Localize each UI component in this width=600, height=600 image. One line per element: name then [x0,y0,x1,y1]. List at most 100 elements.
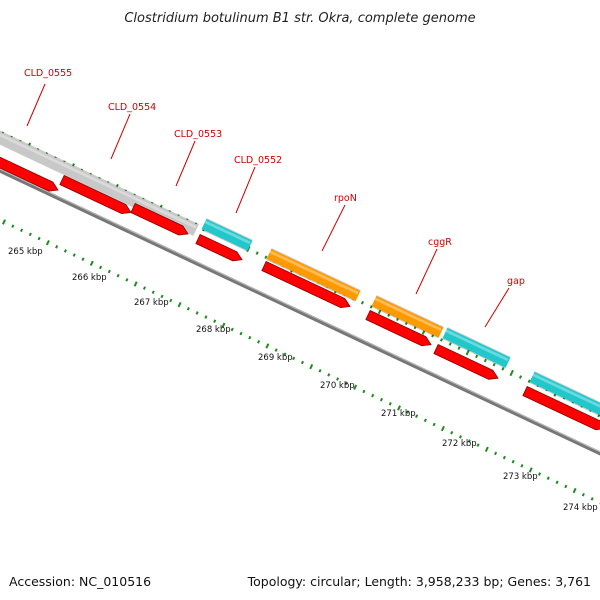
feature-cyan-gloss [203,220,251,245]
gene-label: cggR [428,237,452,248]
feature-orange [266,249,361,301]
inner-tick [230,327,234,332]
cds-arrow [0,156,59,192]
outer-tick [509,369,514,377]
kbp-label: 266 kbp [72,273,107,283]
outer-tick [518,375,523,379]
kbp-label: 269 kbp [258,353,293,363]
inner-tick [572,487,577,494]
inner-tick [72,253,76,257]
inner-tick [283,352,287,357]
inner-tick [502,455,506,460]
inner-tick [581,492,585,497]
feature-cyan-gloss [531,373,600,408]
inner-tick [195,311,199,315]
cds-arrow [130,202,189,236]
gene-leader-line [26,83,46,127]
gene-labels: CLD_0555 CLD_0554 CLD_0553 CLD_0552 rpoN cggR… [24,68,525,328]
inner-tick [265,343,270,349]
inner-tick-track [2,219,600,505]
inner-tick [564,484,568,489]
inner-tick [204,315,208,319]
inner-tick [528,467,533,473]
cds-arrow [522,385,600,431]
gene-leader-line [415,248,438,295]
gene-leader-line [321,204,346,252]
inner-tick [55,245,59,249]
inner-tick [484,446,489,452]
kbp-label: 265 kbp [8,247,43,257]
inner-tick [353,384,358,390]
inner-tick [274,348,278,352]
outer-tick [527,379,531,383]
backbone-line [0,168,600,456]
inner-tick [397,405,402,411]
cds-arrow [195,233,243,262]
inner-tick [248,335,252,340]
feature-grey [0,131,199,235]
inner-tick [371,393,375,398]
inner-tick [186,306,190,311]
inner-tick [81,257,85,261]
inner-tick [63,249,67,253]
feature-track [0,130,600,417]
inner-tick [494,451,498,456]
inner-tick [45,239,50,246]
outer-tick [439,338,444,342]
cds-track [0,156,600,431]
feature-cyan [201,219,253,251]
inner-tick [458,435,463,439]
cds-arrow [261,260,351,309]
inner-tick [476,443,480,447]
backbone-highlight [0,168,600,453]
outer-tick [255,251,259,255]
inner-tick [450,430,454,435]
inner-tick [309,363,314,370]
outer-tick [465,349,471,356]
inner-tick [213,319,217,323]
inner-tick [116,273,120,278]
inner-tick [406,410,410,414]
inner-tick [440,425,445,432]
gene-label: rpoN [334,193,357,204]
inner-tick [292,356,296,361]
outer-tick [369,305,373,309]
inner-tick [555,480,559,485]
inner-tick [20,228,24,233]
inner-tick [300,360,305,365]
gene-leader-line [235,166,256,214]
kbp-label: 273 kbp [503,472,538,482]
kbp-label: 267 kbp [134,298,169,308]
inner-tick [37,236,41,241]
inner-tick [520,464,524,468]
inner-tick [362,389,366,394]
outer-tick [475,354,479,359]
inner-tick [388,402,392,406]
feature-grey-gloss [0,133,197,229]
inner-tick [467,439,471,443]
inner-tick [11,224,15,228]
inner-tick [379,397,384,402]
kbp-label: 274 kbp [563,503,598,513]
inner-tick [423,418,427,423]
outer-tick [492,362,496,367]
inner-tick [142,286,146,290]
gene-leader-line [110,113,131,160]
gene-label: gap [507,276,525,287]
cds-arrow [59,174,132,215]
topology-text: Topology: circular; Length: 3,958,233 bp… [247,574,591,589]
inner-tick [327,373,331,377]
inner-tick [590,497,594,501]
feature-cyan [442,328,511,368]
gene-leader-line [484,287,510,328]
feature-orange [371,296,444,338]
inner-tick [537,472,542,476]
gene-label: CLD_0554 [108,102,156,113]
inner-tick [318,368,322,373]
inner-tick [336,377,340,381]
outer-tick [360,300,365,305]
inner-tick [99,265,103,270]
kbp-label: 270 kbp [320,381,355,391]
outer-tick [483,358,487,363]
